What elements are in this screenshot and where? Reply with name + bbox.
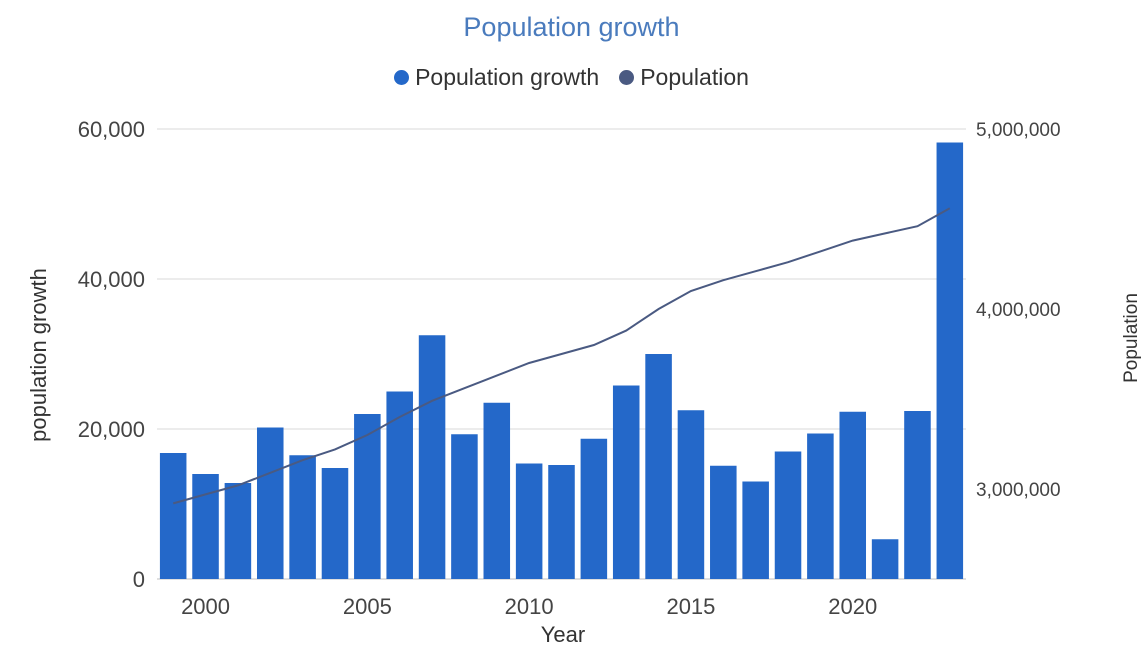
bar-2022[interactable] — [904, 411, 931, 579]
y-axis-title: population growth — [26, 268, 51, 442]
bar-2001[interactable] — [224, 483, 252, 579]
legend-swatch-population — [619, 70, 635, 85]
bar-2012[interactable] — [580, 438, 608, 579]
population-line[interactable] — [172, 207, 951, 505]
bar-2011[interactable] — [548, 465, 575, 579]
bar-2013[interactable] — [612, 385, 640, 580]
bar-2019[interactable] — [807, 433, 834, 580]
legend: Population growth Population — [0, 64, 1143, 91]
y-tick-label: 40,000 — [78, 267, 145, 292]
x-axis: 2000 2005 2010 2015 2020 — [181, 594, 877, 619]
legend-swatch-population-growth — [394, 70, 410, 85]
legend-label-population-growth: Population growth — [415, 64, 600, 90]
x-axis-title: Year — [541, 622, 585, 647]
bar-2018[interactable] — [774, 451, 802, 580]
bar-2009[interactable] — [483, 402, 511, 579]
y2-tick-label: 5,000,000 — [976, 120, 1061, 141]
y2-tick-label: 4,000,000 — [976, 300, 1061, 321]
x-tick-label: 2015 — [666, 594, 715, 619]
bar-2003[interactable] — [289, 455, 316, 579]
x-tick-label: 2005 — [343, 594, 392, 619]
legend-label-population: Population — [640, 64, 749, 90]
bar-2016[interactable] — [710, 465, 737, 579]
bar-2017[interactable] — [742, 481, 769, 580]
chart-title: Population growth — [463, 12, 680, 42]
y2-tick-label: 3,000,000 — [976, 480, 1061, 501]
bar-2005[interactable] — [354, 414, 381, 579]
bar-2002[interactable] — [256, 427, 284, 580]
bar-2010[interactable] — [515, 463, 543, 580]
legend-item-population[interactable]: Population — [619, 64, 749, 91]
bar-2000[interactable] — [192, 474, 219, 579]
y2-axis-title: Population — [1121, 293, 1142, 383]
y-tick-label: 20,000 — [78, 417, 145, 442]
bar-2004[interactable] — [321, 468, 349, 579]
bar-2020[interactable] — [839, 411, 867, 579]
bar-2015[interactable] — [677, 410, 705, 579]
legend-item-population-growth[interactable]: Population growth — [394, 64, 599, 91]
bar-2023[interactable] — [936, 142, 964, 580]
x-tick-label: 2000 — [181, 594, 230, 619]
y-axis-left: 0 20,000 40,000 60,000 — [78, 117, 145, 592]
bar-2008[interactable] — [451, 434, 478, 579]
bar-2006[interactable] — [386, 391, 413, 580]
y-tick-label: 60,000 — [78, 117, 145, 142]
bar-1999[interactable] — [159, 453, 187, 579]
line-series — [172, 207, 951, 505]
y-axis-right: 3,000,000 4,000,000 5,000,000 — [976, 120, 1061, 501]
bar-series — [159, 142, 964, 580]
bar-2014[interactable] — [645, 354, 672, 579]
x-tick-label: 2010 — [505, 594, 554, 619]
bar-2007[interactable] — [418, 335, 446, 579]
y-tick-label: 0 — [133, 567, 145, 592]
bar-2021[interactable] — [871, 539, 899, 579]
x-tick-label: 2020 — [828, 594, 877, 619]
